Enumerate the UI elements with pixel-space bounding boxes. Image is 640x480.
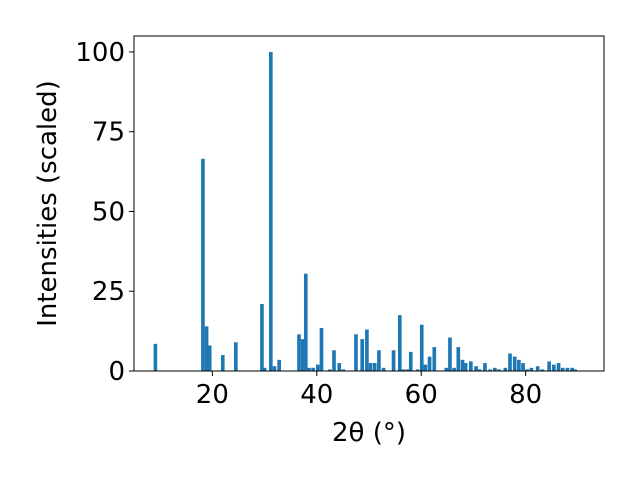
bar [307,367,311,371]
bar [456,347,461,371]
bar [573,369,578,371]
bar [360,339,365,371]
bar [540,369,545,371]
x-tick-label: 80 [509,380,542,410]
y-axis-ticks: 0 25 50 75 100 [75,38,134,387]
bar [535,366,540,371]
bar [493,367,497,371]
bar [474,366,478,371]
bar [297,334,301,371]
bar [408,351,413,371]
bar [517,359,521,371]
bar [368,363,373,371]
bar [452,367,456,371]
bar [488,369,492,371]
bar [432,347,437,371]
bar [268,51,273,371]
bar [444,367,449,371]
bar [220,355,225,371]
bar [547,361,551,371]
bar [427,356,432,371]
bar [565,367,570,371]
bar [477,369,482,371]
bar [328,369,332,371]
bar [483,363,487,371]
bar [521,363,525,371]
bar [337,363,342,371]
y-tick-label: 0 [108,357,125,387]
bar [153,343,158,371]
bar [300,339,305,371]
bar [365,329,369,371]
y-tick-label: 25 [92,277,125,307]
bar [397,315,402,371]
bar [463,363,468,371]
bar [354,334,358,371]
bar [556,363,561,371]
bar [272,366,277,371]
x-axis-ticks: 20 40 60 80 [196,371,542,410]
bar [311,367,315,371]
bar [560,367,565,371]
bar [207,345,212,371]
x-tick-label: 20 [196,380,229,410]
bar [341,369,346,371]
bar [204,326,209,371]
bar [529,367,534,371]
bar [415,369,420,371]
y-tick-label: 100 [75,38,125,68]
bar [401,369,406,371]
x-axis-label: 2θ (°) [332,418,406,448]
bar [448,337,452,371]
bar [512,356,517,371]
bar [332,350,336,371]
bar [372,363,377,371]
x-tick-label: 60 [405,380,438,410]
bar [262,367,267,371]
bar [525,369,530,371]
bar [277,359,282,371]
bar [552,364,556,371]
plot-frame [133,35,605,372]
bar [423,364,428,371]
y-axis-label: Intensities (scaled) [33,80,63,327]
bar [377,350,381,371]
bar [234,342,238,371]
bar [570,367,574,371]
x-tick-label: 40 [300,380,333,410]
bar [508,353,512,371]
bar [303,273,308,371]
bar [260,304,264,371]
bar [469,361,473,371]
bar [419,324,424,371]
bar [381,367,386,371]
bar [391,350,396,371]
bars-group [153,51,578,371]
y-tick-label: 50 [92,197,125,227]
bar [503,367,508,371]
bar [405,369,410,371]
bar [319,327,324,371]
bar [460,359,465,371]
bar [315,364,320,371]
bar [497,369,501,371]
y-tick-label: 75 [92,118,125,148]
bar [201,158,205,371]
